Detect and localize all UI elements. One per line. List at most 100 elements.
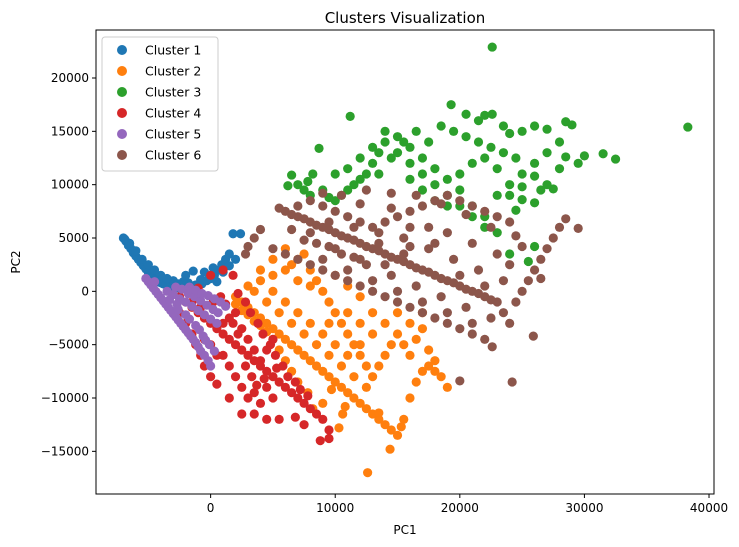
legend-marker — [117, 45, 127, 55]
data-point — [243, 241, 253, 252]
data-point — [461, 109, 471, 119]
y-tick-label: 10000 — [51, 178, 89, 192]
data-point — [573, 223, 583, 233]
data-point — [137, 254, 147, 264]
data-point — [259, 374, 269, 384]
data-point — [492, 228, 502, 238]
data-point — [324, 297, 334, 307]
data-point — [505, 217, 515, 227]
data-point — [361, 382, 371, 392]
data-point — [486, 313, 496, 323]
data-point — [299, 185, 309, 195]
data-point — [386, 425, 396, 435]
data-point — [392, 212, 403, 222]
data-point — [293, 345, 303, 355]
data-point — [442, 228, 452, 238]
data-point — [417, 201, 428, 211]
data-point — [542, 244, 552, 254]
data-point — [374, 238, 384, 248]
data-point — [280, 249, 290, 259]
data-point — [511, 153, 521, 163]
y-axis: −15000 −10000 −5000 0 5000 10000 15000 20000 — [41, 71, 96, 458]
data-point — [262, 382, 272, 392]
data-point — [430, 366, 440, 376]
data-point — [368, 158, 378, 168]
data-point — [417, 297, 428, 307]
data-point — [368, 276, 378, 286]
data-point — [392, 308, 403, 318]
legend-label: Cluster 3 — [145, 85, 201, 100]
data-point — [274, 377, 284, 387]
x-tick-label: 10000 — [316, 501, 354, 515]
data-point — [280, 382, 290, 392]
data-point — [486, 222, 496, 232]
data-point — [280, 297, 290, 307]
data-point — [405, 158, 415, 168]
data-point — [455, 196, 465, 206]
data-point — [156, 270, 166, 280]
data-point — [299, 420, 309, 430]
data-point — [461, 209, 471, 220]
data-point — [511, 231, 521, 241]
data-point — [249, 345, 259, 355]
data-point — [424, 244, 434, 254]
data-point — [467, 238, 477, 248]
data-point — [392, 132, 403, 142]
data-point — [311, 340, 322, 350]
data-point — [336, 249, 347, 259]
data-point — [505, 190, 515, 200]
data-point — [374, 148, 384, 158]
data-point — [487, 109, 497, 119]
data-point — [417, 324, 428, 334]
data-point — [287, 388, 297, 398]
data-point — [528, 331, 538, 341]
data-point — [274, 308, 284, 318]
data-point — [405, 142, 415, 152]
data-point — [355, 398, 365, 408]
data-point — [230, 308, 241, 318]
data-point — [480, 206, 490, 216]
plot-area-frame — [95, 29, 715, 495]
y-axis-label: PC2 — [9, 250, 23, 273]
data-point — [249, 388, 259, 398]
data-point — [386, 340, 396, 350]
data-point — [230, 340, 241, 350]
data-point — [536, 185, 546, 195]
data-point — [492, 190, 502, 200]
data-point — [486, 142, 496, 152]
data-point — [467, 318, 477, 328]
data-point — [392, 148, 403, 158]
data-point — [326, 384, 337, 395]
data-point — [368, 222, 378, 232]
data-point — [311, 238, 322, 248]
data-point — [235, 229, 246, 239]
data-point — [262, 297, 272, 307]
data-point — [330, 270, 340, 280]
data-point — [386, 188, 396, 198]
data-point — [442, 190, 452, 200]
data-point — [368, 372, 378, 382]
data-point — [290, 377, 300, 387]
data-point — [498, 121, 509, 131]
data-point — [399, 414, 409, 424]
data-point — [405, 350, 415, 360]
data-point — [255, 356, 266, 366]
data-point — [368, 329, 378, 339]
x-tick-label: 30000 — [565, 501, 603, 515]
legend-label: Cluster 5 — [145, 127, 201, 142]
data-point — [293, 254, 303, 264]
data-point — [424, 137, 434, 147]
data-point — [380, 318, 390, 328]
data-point — [249, 409, 259, 419]
data-point — [343, 329, 353, 339]
data-point — [442, 308, 452, 318]
data-point — [330, 340, 340, 350]
data-point — [293, 308, 303, 318]
data-point — [336, 361, 347, 371]
data-point — [380, 260, 390, 270]
data-point — [480, 334, 490, 344]
data-point — [299, 235, 309, 245]
data-point — [417, 308, 428, 318]
data-point — [567, 120, 577, 130]
